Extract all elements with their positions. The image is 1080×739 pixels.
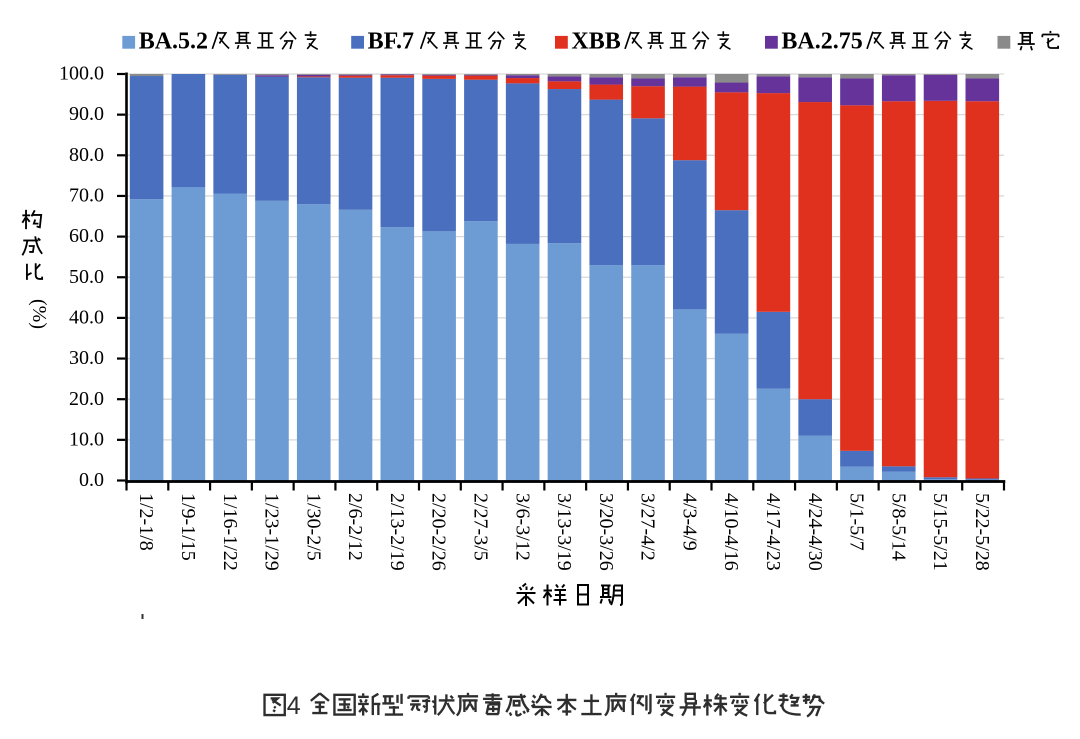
svg-text:5/22-5/28: 5/22-5/28 [971,493,993,571]
svg-text:70.0: 70.0 [69,185,104,207]
svg-text:1/9-1/15: 1/9-1/15 [177,493,199,561]
svg-text:30.0: 30.0 [69,347,104,369]
svg-text:90.0: 90.0 [69,103,104,125]
svg-text:BA.5.2: BA.5.2 [139,28,208,54]
svg-text:2/27-3/5: 2/27-3/5 [470,493,492,561]
svg-text:100.0: 100.0 [59,63,104,85]
svg-text:5/15-5/21: 5/15-5/21 [929,493,951,571]
svg-text:3/6-3/12: 3/6-3/12 [511,493,533,561]
svg-text:4/17-4/23: 4/17-4/23 [762,493,784,571]
svg-text:3/27-4/2: 3/27-4/2 [637,493,659,561]
svg-text:2/20-2/26: 2/20-2/26 [428,493,450,571]
svg-text:1/30-2/5: 1/30-2/5 [302,493,324,561]
svg-text:1/16-1/22: 1/16-1/22 [219,493,241,571]
svg-text:80.0: 80.0 [69,144,104,166]
svg-text:3/20-3/26: 3/20-3/26 [595,493,617,571]
svg-text:10.0: 10.0 [69,429,104,451]
svg-text:60.0: 60.0 [69,225,104,247]
svg-text:BF.7: BF.7 [368,28,414,54]
svg-text:40.0: 40.0 [69,307,104,329]
svg-text:4/24-4/30: 4/24-4/30 [804,493,826,571]
svg-text:20.0: 20.0 [69,388,104,410]
svg-text:(%): (%) [28,299,50,329]
svg-text:2/13-2/19: 2/13-2/19 [386,493,408,571]
svg-text:5/1-5/7: 5/1-5/7 [846,493,868,551]
svg-text:1/23-1/29: 1/23-1/29 [261,493,283,571]
svg-text:4: 4 [287,692,301,720]
svg-text:0.0: 0.0 [79,469,104,491]
svg-text:2/6-2/12: 2/6-2/12 [344,493,366,561]
svg-text:3/13-3/19: 3/13-3/19 [553,493,575,571]
svg-text:BA.2.75: BA.2.75 [781,28,862,54]
svg-text:5/8-5/14: 5/8-5/14 [887,493,909,561]
svg-text:4/10-4/16: 4/10-4/16 [720,493,742,571]
svg-text:1/2-1/8: 1/2-1/8 [135,493,157,551]
svg-text:4/3-4/9: 4/3-4/9 [678,493,700,551]
svg-text:50.0: 50.0 [69,266,104,288]
svg-text:XBB: XBB [571,28,620,54]
